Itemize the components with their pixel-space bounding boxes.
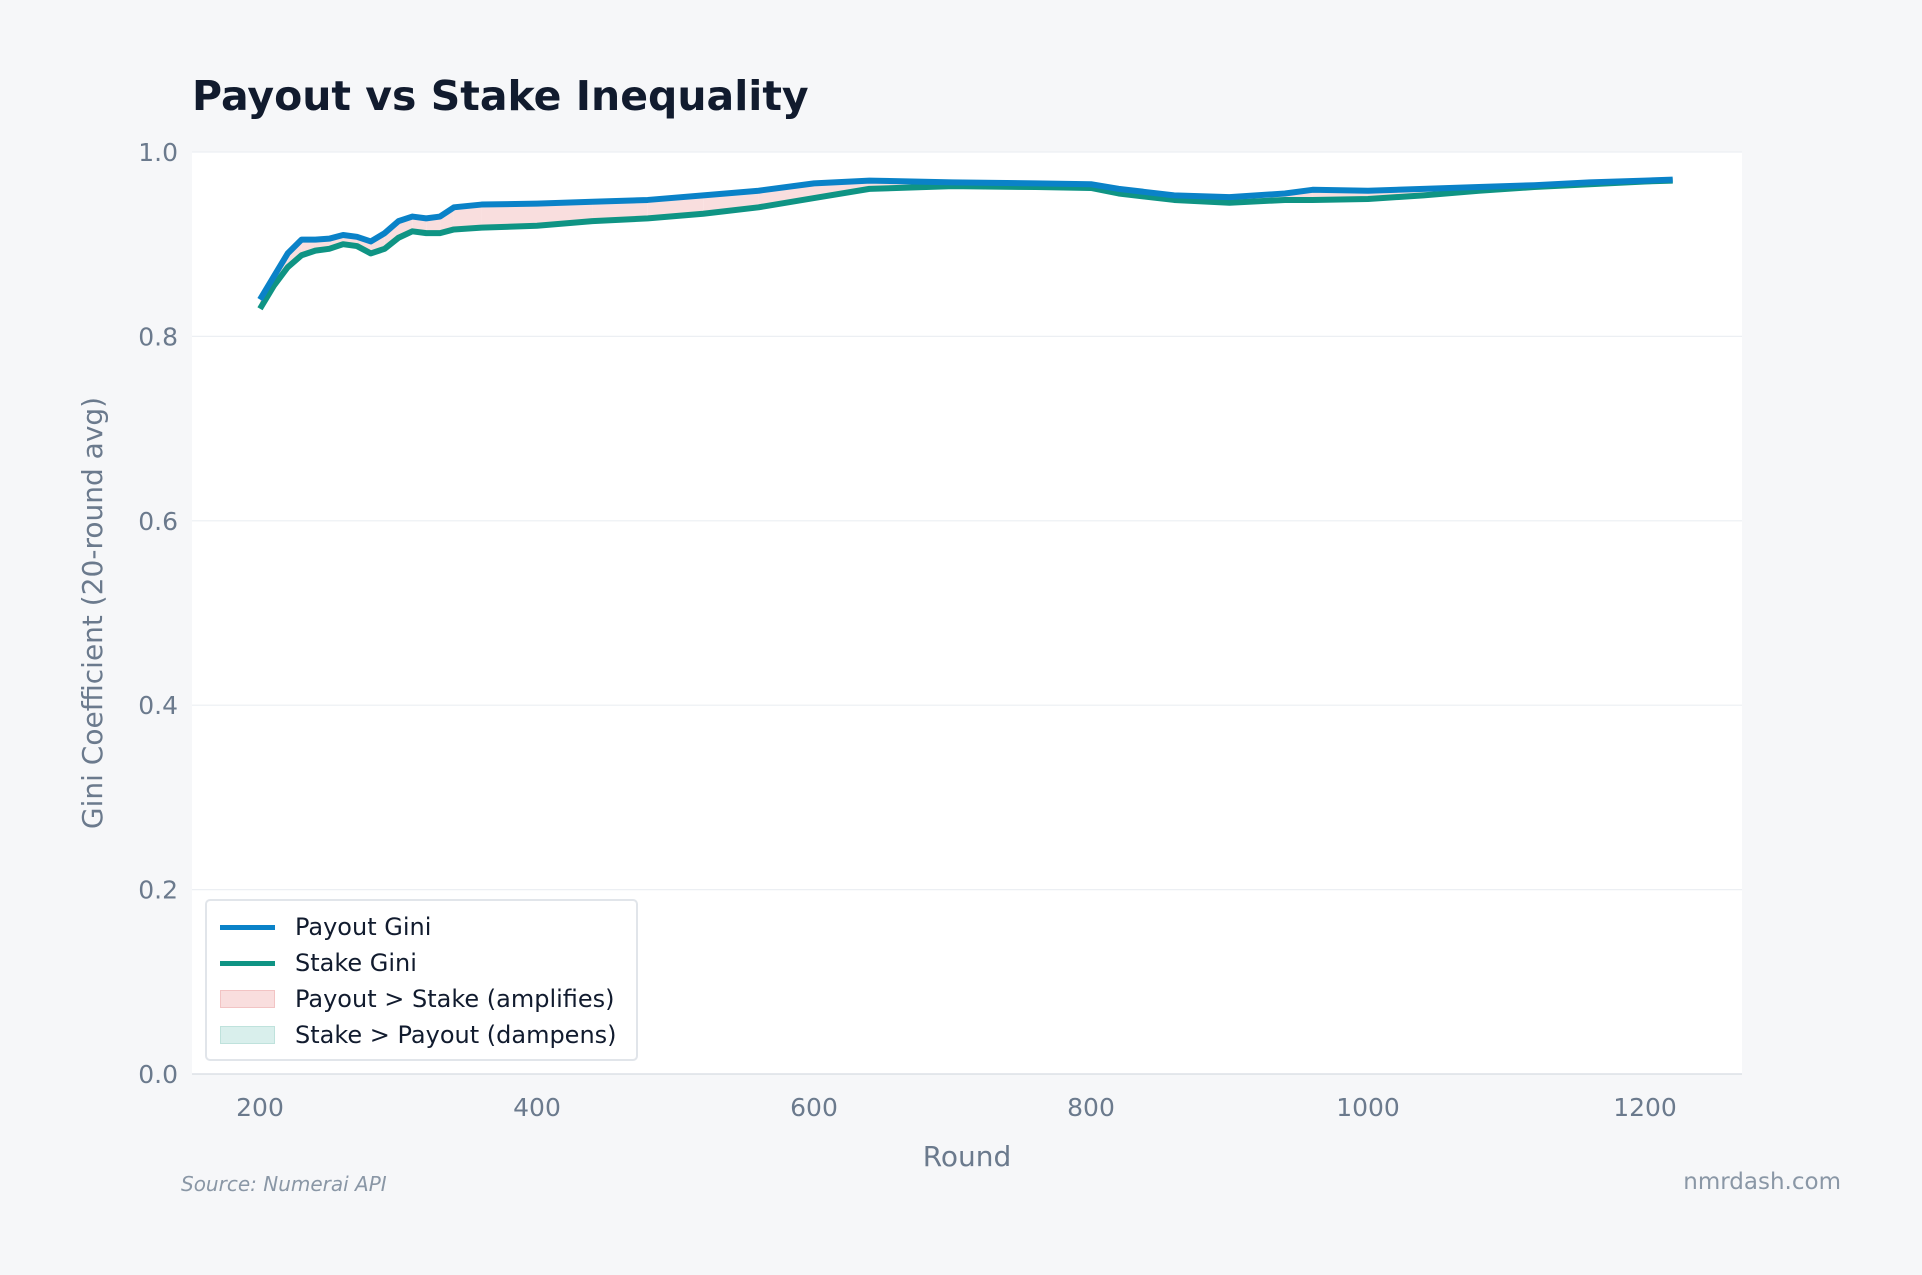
chart-title: Payout vs Stake Inequality <box>192 72 809 120</box>
series-line-payout <box>257 176 1673 302</box>
legend-item-stake: Stake Gini <box>220 945 417 981</box>
series-line-stake <box>257 177 1673 311</box>
source-note: Source: Numerai API <box>181 1172 387 1196</box>
x-tick-label: 200 <box>236 1093 284 1122</box>
y-tick-label: 0.4 <box>138 691 178 720</box>
y-tick-label: 0.0 <box>138 1060 178 1089</box>
fill-amplifies <box>592 199 648 222</box>
x-tick-label: 600 <box>790 1093 838 1122</box>
fill-amplifies <box>440 207 454 234</box>
x-axis-label: Round <box>923 1140 1012 1173</box>
x-tick-label: 400 <box>513 1093 561 1122</box>
legend-swatch-payout <box>220 924 275 930</box>
legend-item-payout: Payout Gini <box>220 909 431 945</box>
legend-item-dampens: Stake > Payout (dampens) <box>220 1017 617 1053</box>
legend-swatch-stake <box>220 960 275 966</box>
x-tick-label: 1000 <box>1336 1093 1400 1122</box>
legend-item-amplifies: Payout > Stake (amplifies) <box>220 981 615 1017</box>
fill-amplifies <box>481 203 537 228</box>
x-tick-label: 1200 <box>1613 1093 1677 1122</box>
legend-label-payout: Payout Gini <box>295 913 432 941</box>
fill-amplifies <box>453 204 482 230</box>
y-tick-label: 0.8 <box>138 322 178 351</box>
legend-swatch-amplifies <box>220 990 275 1008</box>
legend-label-amplifies: Payout > Stake (amplifies) <box>295 985 615 1013</box>
legend-label-stake: Stake Gini <box>295 949 417 977</box>
legend-swatch-dampens <box>220 1026 275 1044</box>
y-axis-label: Gini Coefficient (20-round avg) <box>76 397 109 829</box>
y-tick-label: 1.0 <box>138 138 178 167</box>
legend: Payout Gini Stake Gini Payout > Stake (a… <box>205 899 638 1061</box>
y-tick-label: 0.6 <box>138 507 178 536</box>
x-tick-label: 800 <box>1067 1093 1115 1122</box>
brand-link[interactable]: nmrdash.com <box>1683 1169 1841 1195</box>
legend-label-dampens: Stake > Payout (dampens) <box>295 1021 617 1049</box>
y-tick-label: 0.2 <box>138 876 178 905</box>
